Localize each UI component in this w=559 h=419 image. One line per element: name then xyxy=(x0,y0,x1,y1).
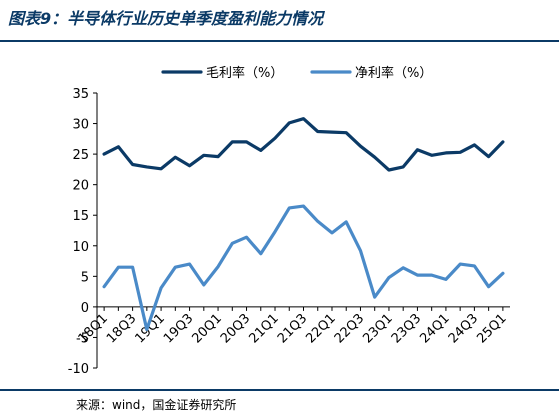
x-tick-label: 24Q1 xyxy=(417,311,452,346)
x-tick-label: 23Q1 xyxy=(360,311,395,346)
figure-title: 图表9：半导体行业历史单季度盈利能力情况 xyxy=(8,9,324,28)
x-tick-label: 20Q1 xyxy=(189,311,224,346)
bottom-rule xyxy=(0,389,559,391)
y-tick-label: 0 xyxy=(81,301,89,316)
y-tick-label: 5 xyxy=(81,270,89,285)
x-tick-label: 24Q3 xyxy=(446,311,481,346)
legend-label: 毛利率（%） xyxy=(206,65,283,81)
line-chart: 毛利率（%） 净利率（%） -10 -5 0 5 10 15 20 25 30 35 18Q118Q3… xyxy=(68,65,510,377)
y-tick-label: -5 xyxy=(76,331,89,346)
top-rule xyxy=(0,40,559,42)
x-tick-label: 20Q3 xyxy=(218,311,253,346)
x-tick-label: 22Q3 xyxy=(332,311,367,346)
x-tick-label: 18Q1 xyxy=(76,311,111,346)
y-tick-label: 35 xyxy=(72,87,89,102)
x-tick-label: 21Q3 xyxy=(275,311,310,346)
chart-axes: -10-50510152025303518Q118Q319Q119Q320Q12… xyxy=(68,87,510,377)
x-tick-label: 18Q3 xyxy=(104,311,139,346)
y-tick-label: 25 xyxy=(72,148,89,163)
legend-label: 净利率（%） xyxy=(355,65,432,81)
source-note: 来源：wind，国金证券研究所 xyxy=(76,398,237,412)
chart-legend: 毛利率（%） 净利率（%） xyxy=(161,65,432,81)
x-tick-label: 23Q3 xyxy=(389,311,424,346)
y-tick-label: 30 xyxy=(72,118,89,133)
x-tick-label: 21Q1 xyxy=(246,311,281,346)
y-tick-label: 10 xyxy=(72,240,89,255)
y-tick-label: -10 xyxy=(68,362,89,377)
x-tick-label: 25Q1 xyxy=(474,311,509,346)
y-tick-label: 20 xyxy=(72,179,89,194)
x-tick-label: 22Q1 xyxy=(303,311,338,346)
y-tick-label: 15 xyxy=(72,209,89,224)
gross-margin-line xyxy=(102,117,505,172)
net-margin-line xyxy=(102,204,505,332)
x-tick-label: 19Q3 xyxy=(161,311,196,346)
